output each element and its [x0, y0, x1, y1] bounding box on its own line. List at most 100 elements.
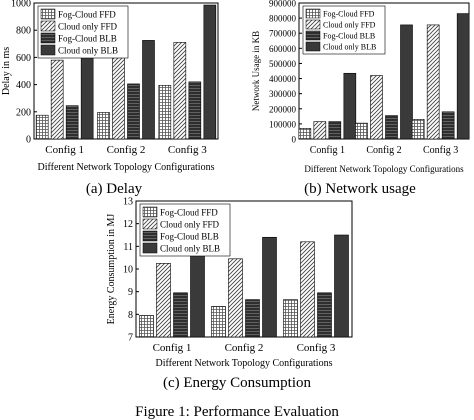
legend-swatch	[305, 8, 321, 19]
plot-frame	[33, 2, 219, 140]
x-tick-label: Config 2	[366, 145, 401, 156]
y-tick-label: 9	[128, 287, 133, 298]
y-tick-label: 10	[123, 265, 133, 276]
y-axis-label: Network Usage in KB	[251, 31, 261, 111]
delay-chart-panel: 0 200 400 600 800 1000 Config 1 Config 2 Config …	[1, 0, 219, 197]
legend-swatch	[40, 32, 56, 44]
legend-swatch	[142, 206, 158, 218]
network-usage-chart-panel: 0 100000 200000 300000 400000 500000 600000 700…	[251, 0, 470, 197]
energy-consumption-chart-caption: (c) Energy Consumption	[163, 375, 312, 391]
legend-label: Cloud only BLB	[160, 244, 220, 254]
y-tick-label: 13	[123, 197, 133, 208]
legend-swatch	[40, 8, 56, 20]
legend-label: Cloud only FFD	[58, 22, 118, 32]
legend-label: Cloud only BLB	[323, 43, 376, 52]
bar-cloud-only-blb-config-3	[334, 234, 349, 338]
legend-label: Cloud only FFD	[323, 21, 376, 30]
legend-swatch	[305, 41, 321, 52]
delay-chart-caption: (a) Delay	[86, 181, 143, 197]
legend-label: Cloud only BLB	[58, 46, 118, 56]
bar-cloud-only-blb-config-3	[456, 13, 470, 140]
bar-cloud-only-blb-config-1	[343, 72, 357, 140]
network-usage-chart-caption: (b) Network usage	[304, 181, 416, 197]
bar-cloud-only-blb-config-2	[262, 236, 277, 338]
y-tick-label: 700000	[269, 29, 297, 39]
legend-swatch	[40, 44, 56, 56]
bar-fog-cloud-ffd-config-2	[355, 122, 368, 140]
legend-label: Fog-Cloud FFD	[160, 208, 218, 218]
legend-label: Fog-Cloud BLB	[323, 32, 375, 41]
energy-consumption-chart-panel: 7 8 9 10 11 12 13 Config 1 Config 2 Config 3 Diffe…	[106, 197, 353, 391]
bar-fog-cloud-ffd-config-1	[139, 315, 154, 338]
bar-fog-cloud-blb-config-3	[188, 81, 202, 140]
y-tick-label: 8	[128, 310, 133, 321]
bar-fog-cloud-blb-config-1	[65, 105, 79, 140]
bar-cloud-only-blb-config-2	[400, 24, 413, 140]
x-axis-label: Different Network Topology Configuration…	[304, 164, 464, 174]
y-tick-label: 0	[292, 135, 297, 145]
x-tick-label: Config 3	[297, 342, 336, 354]
x-tick-label: Config 1	[45, 144, 84, 156]
bar-cloud-only-ffd-config-2	[228, 258, 243, 338]
x-axis-label: Different Network Topology Configuration…	[156, 358, 333, 369]
legend-swatch	[142, 218, 158, 230]
bar-fog-cloud-ffd-config-3	[158, 84, 172, 140]
legend-label: Fog-Cloud BLB	[160, 232, 219, 242]
bar-fog-cloud-blb-config-2	[385, 115, 398, 140]
bar-fog-cloud-blb-config-3	[317, 292, 332, 338]
bar-cloud-only-ffd-config-3	[300, 241, 315, 338]
bar-cloud-only-ffd-config-3	[173, 42, 187, 140]
y-tick-label: 400	[16, 80, 31, 91]
x-tick-label: Config 2	[107, 144, 146, 156]
figure-caption: Figure 1: Performance Evaluation	[135, 404, 339, 420]
x-axis-label: Different Network Topology Configuration…	[38, 162, 215, 173]
energy-consumption-chart: 7 8 9 10 11 12 13 Config 1 Config 2 Config 3 Diffe…	[106, 197, 353, 369]
x-tick-label: Config 2	[225, 342, 264, 354]
bar-cloud-only-ffd-config-3	[426, 24, 440, 140]
y-tick-label: 200000	[269, 104, 297, 114]
bar-cloud-only-ffd-config-1	[156, 263, 171, 338]
bar-fog-cloud-ffd-config-3	[411, 119, 425, 140]
bar-fog-cloud-ffd-config-3	[283, 299, 298, 338]
y-tick-label: 800000	[269, 14, 297, 24]
y-tick-label: 400000	[269, 74, 297, 84]
y-axis-label: Energy Consumption in MJ	[106, 214, 117, 325]
bar-cloud-only-ffd-config-2	[112, 44, 125, 140]
y-tick-label: 300000	[269, 89, 297, 99]
y-tick-label: 7	[128, 333, 133, 344]
y-tick-label: 900000	[269, 0, 297, 9]
legend-label: Fog-Cloud FFD	[58, 10, 116, 20]
bar-cloud-only-ffd-config-1	[50, 59, 64, 140]
network-usage-chart: 0 100000 200000 300000 400000 500000 600000 700…	[251, 0, 470, 174]
bar-fog-cloud-blb-config-2	[127, 83, 140, 140]
bar-fog-cloud-ffd-config-1	[35, 114, 49, 140]
bar-fog-cloud-blb-config-3	[441, 111, 455, 140]
bar-cloud-only-ffd-config-2	[370, 75, 383, 140]
y-tick-label: 100000	[269, 119, 297, 129]
legend-swatch	[142, 230, 158, 242]
x-tick-label: Config 1	[310, 145, 345, 156]
bar-fog-cloud-blb-config-1	[173, 292, 188, 338]
bar-fog-cloud-blb-config-1	[328, 121, 342, 140]
x-tick-label: Config 3	[423, 145, 458, 156]
legend-label: Fog-Cloud BLB	[58, 34, 117, 44]
legend-label: Cloud only FFD	[160, 220, 220, 230]
bar-cloud-only-blb-config-2	[142, 40, 155, 140]
x-tick-label: Config 1	[153, 342, 192, 354]
y-tick-label: 11	[123, 242, 133, 253]
delay-chart: 0 200 400 600 800 1000 Config 1 Config 2 Config …	[1, 0, 219, 173]
bar-cloud-only-blb-config-3	[203, 4, 217, 140]
y-tick-label: 600	[16, 53, 31, 64]
bar-fog-cloud-blb-config-2	[245, 299, 260, 338]
bar-fog-cloud-ffd-config-1	[298, 128, 312, 140]
y-tick-label: 1000	[11, 0, 31, 10]
y-tick-label: 500000	[269, 59, 297, 69]
bar-fog-cloud-ffd-config-2	[211, 306, 226, 338]
bar-fog-cloud-ffd-config-2	[97, 112, 110, 140]
y-tick-label: 600000	[269, 44, 297, 54]
legend-swatch	[305, 30, 321, 41]
y-tick-label: 12	[123, 219, 133, 230]
legend-swatch	[142, 242, 158, 254]
y-tick-label: 0	[26, 135, 31, 146]
